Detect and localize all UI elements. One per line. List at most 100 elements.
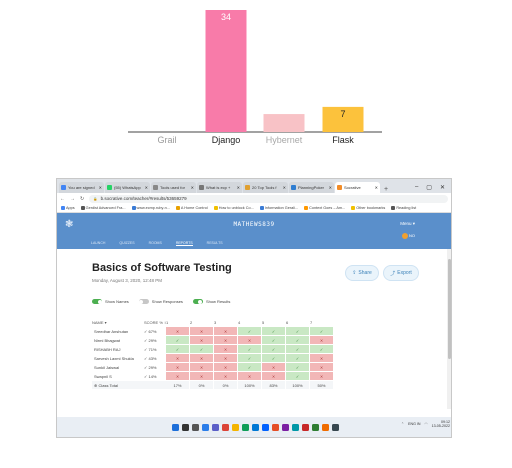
- bookmark-item[interactable]: Information Gerali...: [259, 206, 298, 210]
- wrong-answer-cell[interactable]: ✕: [166, 372, 190, 380]
- tab-close-icon[interactable]: ✕: [282, 185, 286, 190]
- toggle-switch[interactable]: [192, 299, 203, 304]
- wrong-answer-cell[interactable]: ✕: [310, 363, 334, 371]
- widgets-icon[interactable]: [201, 423, 209, 431]
- wrong-answer-cell[interactable]: ✕: [190, 363, 214, 371]
- forward-icon[interactable]: →: [70, 195, 75, 202]
- column-header-question[interactable]: 6: [286, 319, 310, 326]
- correct-answer-cell[interactable]: ✓: [286, 372, 310, 380]
- table-row[interactable]: Sunkil Jaiswal ✓ 29% ✕ ✕ ✕ ✓ ✕ ✓ ✕: [92, 363, 334, 371]
- wrong-answer-cell[interactable]: ✕: [166, 327, 190, 335]
- correct-answer-cell[interactable]: ✓: [190, 345, 214, 353]
- app-icon-6[interactable]: [321, 423, 329, 431]
- table-row[interactable]: Swapnil S ✓ 14% ✕ ✕ ✕ ✕ ✕ ✓ ✕: [92, 372, 334, 380]
- browser-tab[interactable]: You are signed ✕: [59, 182, 104, 193]
- browser-tab[interactable]: What is ecp + ✕: [197, 182, 242, 193]
- wrong-answer-cell[interactable]: ✕: [190, 327, 214, 335]
- column-header-question[interactable]: 2: [190, 319, 214, 326]
- correct-answer-cell[interactable]: ✓: [310, 327, 334, 335]
- store-icon[interactable]: [241, 423, 249, 431]
- table-row[interactable]: RISHABH RAJ ✓ 71% ✓ ✓ ✕ ✓ ✓ ✓ ✓: [92, 345, 334, 353]
- maximize-button[interactable]: ▢: [426, 184, 432, 191]
- explorer-icon[interactable]: [231, 423, 239, 431]
- wrong-answer-cell[interactable]: ✕: [214, 363, 238, 371]
- search-icon[interactable]: [181, 423, 189, 431]
- app-icon-5[interactable]: [311, 423, 319, 431]
- toggle-show-results[interactable]: Show Results: [192, 299, 230, 304]
- bookmark-item[interactable]: Apps: [61, 206, 75, 210]
- browser-tab[interactable]: (55) WhatsApp ✕: [105, 182, 150, 193]
- clock[interactable]: 09:12 13-05-2022: [432, 420, 450, 428]
- bookmark-item[interactable]: Other bookmarks: [351, 206, 385, 210]
- correct-answer-cell[interactable]: ✓: [262, 327, 286, 335]
- tab-close-icon[interactable]: ✕: [328, 185, 332, 190]
- correct-answer-cell[interactable]: ✓: [262, 336, 286, 344]
- back-icon[interactable]: ←: [60, 195, 65, 202]
- chat-icon[interactable]: [211, 423, 219, 431]
- user-menu[interactable]: Menu ▾: [400, 221, 415, 226]
- app-nav-quizzes[interactable]: QUIZZES: [119, 241, 135, 245]
- correct-answer-cell[interactable]: ✓: [310, 345, 334, 353]
- column-header-name[interactable]: NAME ▾: [92, 320, 107, 325]
- task-view-icon[interactable]: [191, 423, 199, 431]
- wrong-answer-cell[interactable]: ✕: [310, 372, 334, 380]
- close-window-button[interactable]: ✕: [439, 184, 445, 191]
- correct-answer-cell[interactable]: ✓: [286, 345, 310, 353]
- dropbox-icon[interactable]: [261, 423, 269, 431]
- reload-icon[interactable]: ↻: [80, 195, 85, 202]
- column-header-question[interactable]: 1: [166, 319, 190, 326]
- correct-answer-cell[interactable]: ✓: [166, 345, 190, 353]
- correct-answer-cell[interactable]: ✓: [286, 363, 310, 371]
- app-icon-3[interactable]: [291, 423, 299, 431]
- export-button[interactable]: ⤴ Export: [383, 265, 419, 281]
- tab-close-icon[interactable]: ✕: [374, 185, 378, 190]
- correct-answer-cell[interactable]: ✓: [166, 336, 190, 344]
- tab-close-icon[interactable]: ✕: [236, 185, 240, 190]
- wrong-answer-cell[interactable]: ✕: [190, 354, 214, 362]
- wrong-answer-cell[interactable]: ✕: [310, 354, 334, 362]
- correct-answer-cell[interactable]: ✓: [286, 336, 310, 344]
- app-icon-7[interactable]: [331, 423, 339, 431]
- correct-answer-cell[interactable]: ✓: [238, 354, 262, 362]
- bookmark-item[interactable]: How to unblock Co...: [213, 206, 254, 210]
- wrong-answer-cell[interactable]: ✕: [262, 363, 286, 371]
- app-nav-rooms[interactable]: ROOMS: [148, 241, 162, 245]
- app-nav-reports[interactable]: REPORTS: [175, 241, 193, 246]
- wrong-answer-cell[interactable]: ✕: [262, 372, 286, 380]
- column-header-question[interactable]: 5: [262, 319, 286, 326]
- app-nav-launch[interactable]: LAUNCH: [91, 241, 106, 245]
- toggle-switch[interactable]: [138, 299, 149, 304]
- app-icon-1[interactable]: [271, 423, 279, 431]
- column-header-question[interactable]: 3: [214, 319, 238, 326]
- browser-tab[interactable]: 20 Top Tools f ✕: [243, 182, 288, 193]
- toggle-switch[interactable]: [92, 299, 102, 304]
- page-scrollbar[interactable]: [447, 249, 451, 409]
- toggle-show-responses[interactable]: Show Responses: [138, 299, 183, 304]
- browser-tab[interactable]: PlanningPoker ✕: [289, 182, 334, 193]
- correct-answer-cell[interactable]: ✓: [238, 345, 262, 353]
- new-tab-button[interactable]: +: [383, 186, 389, 193]
- share-button[interactable]: ⇪ Share: [345, 265, 379, 281]
- browser-tab[interactable]: Tools used for ✕: [151, 182, 196, 193]
- correct-answer-cell[interactable]: ✓: [238, 363, 262, 371]
- wrong-answer-cell[interactable]: ✕: [214, 354, 238, 362]
- wrong-answer-cell[interactable]: ✕: [214, 336, 238, 344]
- wrong-answer-cell[interactable]: ✕: [190, 336, 214, 344]
- start-icon[interactable]: [171, 423, 179, 431]
- correct-answer-cell[interactable]: ✓: [286, 354, 310, 362]
- browser-tab[interactable]: Socrative ✕: [335, 182, 380, 193]
- table-row[interactable]: Sreedhar Anshutan ✓ 67% ✕ ✕ ✕ ✓ ✓ ✓ ✓: [92, 327, 334, 335]
- wrong-answer-cell[interactable]: ✕: [166, 363, 190, 371]
- minimize-button[interactable]: –: [414, 184, 419, 190]
- column-header-score[interactable]: SCORE % ↕: [144, 320, 167, 325]
- mail-icon[interactable]: [251, 423, 259, 431]
- wrong-answer-cell[interactable]: ✕: [214, 327, 238, 335]
- chevron-up-icon[interactable]: ⌃: [401, 422, 405, 426]
- socrative-logo[interactable]: ❃: [65, 219, 74, 230]
- bookmark-item[interactable]: A Home Control: [175, 206, 208, 210]
- tab-close-icon[interactable]: ✕: [144, 185, 148, 190]
- wrong-answer-cell[interactable]: ✕: [190, 372, 214, 380]
- bookmark-item[interactable]: Context Goes – Am...: [304, 206, 345, 210]
- scrollbar-thumb[interactable]: [447, 259, 451, 359]
- wrong-answer-cell[interactable]: ✕: [238, 372, 262, 380]
